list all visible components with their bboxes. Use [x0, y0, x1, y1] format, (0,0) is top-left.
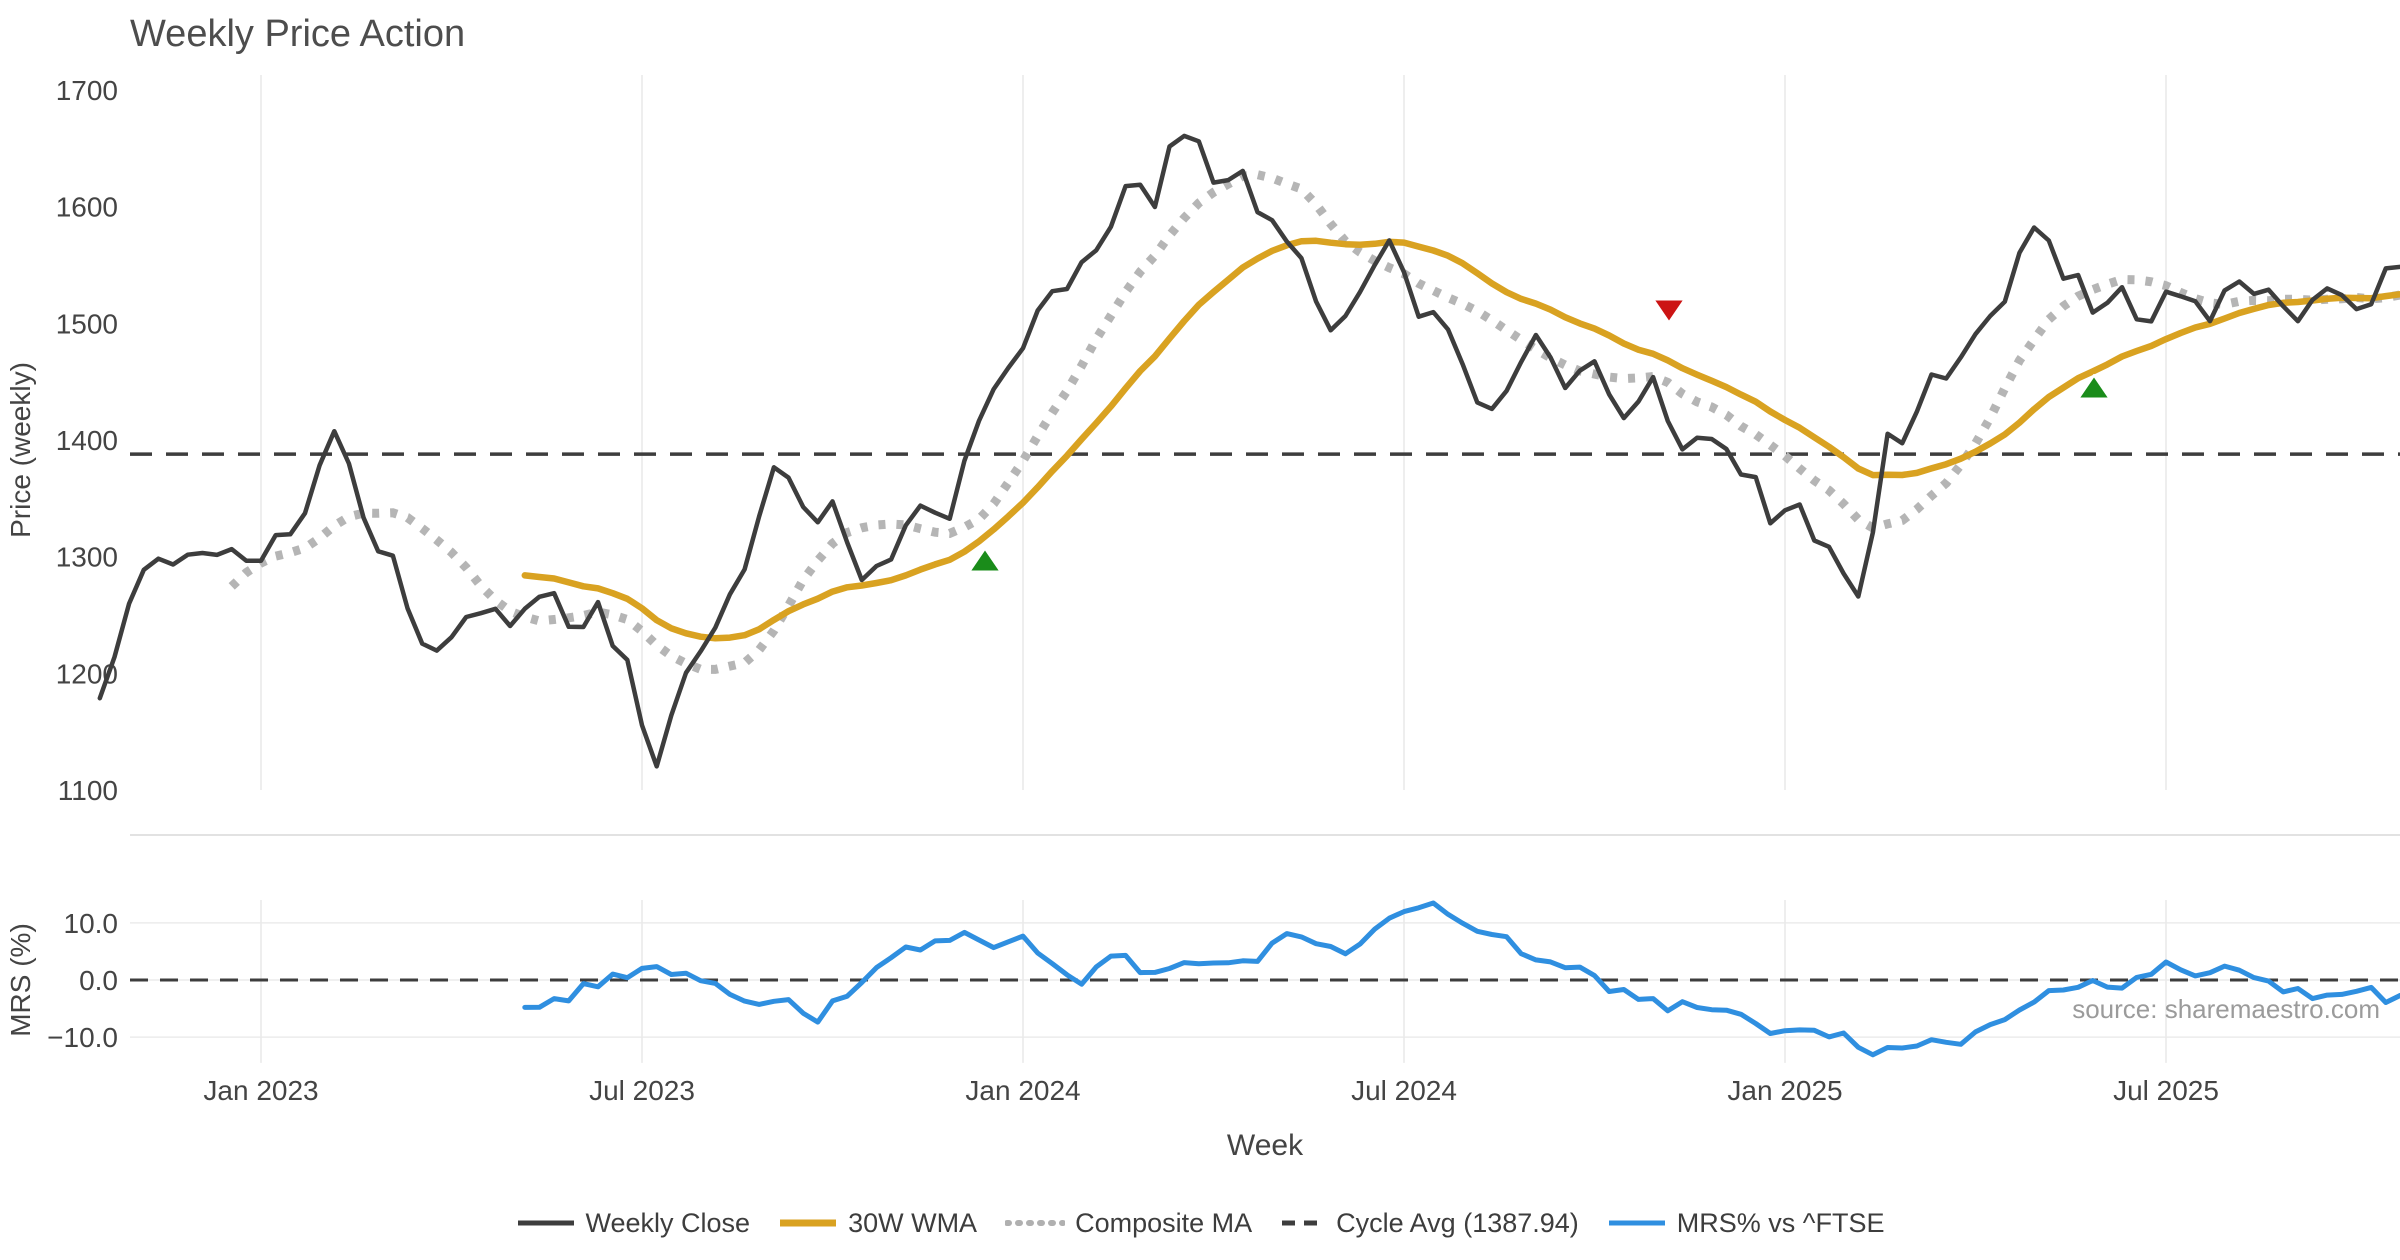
- svg-text:Week: Week: [1227, 1129, 1304, 1162]
- svg-text:Price (weekly): Price (weekly): [5, 362, 36, 538]
- svg-text:Jul 2025: Jul 2025: [2113, 1075, 2219, 1106]
- svg-text:10.0: 10.0: [64, 908, 119, 939]
- svg-text:MRS (%): MRS (%): [5, 923, 36, 1037]
- svg-text:1300: 1300: [56, 542, 118, 573]
- svg-text:0.0: 0.0: [79, 965, 118, 996]
- svg-text:Jan 2024: Jan 2024: [965, 1075, 1080, 1106]
- svg-text:Weekly Price Action: Weekly Price Action: [130, 13, 465, 55]
- svg-text:source: sharemaestro.com: source: sharemaestro.com: [2072, 994, 2380, 1024]
- svg-text:Jul 2023: Jul 2023: [589, 1075, 695, 1106]
- svg-text:1500: 1500: [56, 308, 118, 339]
- svg-text:Jan 2025: Jan 2025: [1727, 1075, 1842, 1106]
- svg-text:1600: 1600: [56, 192, 118, 223]
- svg-text:−10.0: −10.0: [47, 1022, 118, 1053]
- svg-text:1100: 1100: [58, 775, 118, 806]
- svg-text:Jul 2024: Jul 2024: [1351, 1075, 1457, 1106]
- svg-text:Jan 2023: Jan 2023: [203, 1075, 318, 1106]
- svg-text:1400: 1400: [56, 425, 118, 456]
- svg-text:1700: 1700: [56, 75, 118, 106]
